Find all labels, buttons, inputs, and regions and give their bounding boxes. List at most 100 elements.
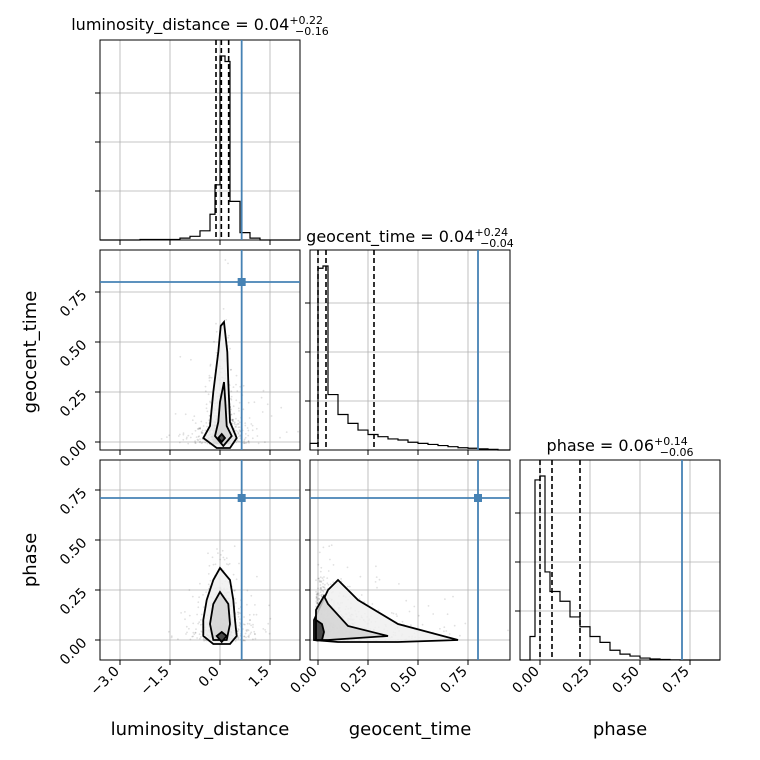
sample-point bbox=[207, 583, 210, 586]
sample-point bbox=[235, 638, 238, 640]
sample-point bbox=[244, 639, 246, 642]
sample-point bbox=[177, 435, 180, 437]
sample-point bbox=[188, 627, 190, 630]
sample-point bbox=[207, 393, 210, 396]
panel-geocent-time-vs-luminosity-distance bbox=[95, 249, 301, 455]
sample-point bbox=[320, 595, 323, 598]
sample-point bbox=[191, 433, 194, 435]
sample-point bbox=[185, 437, 188, 440]
sample-point bbox=[229, 369, 232, 371]
sample-point bbox=[231, 419, 234, 422]
sample-point bbox=[217, 552, 219, 554]
ytick-label-geocent-time: 0.50 bbox=[57, 337, 90, 370]
sample-point bbox=[248, 417, 251, 419]
sample-point bbox=[192, 635, 195, 638]
sample-point bbox=[237, 613, 240, 616]
title-luminosity-distance: luminosity_distance = 0.04+0.22 −0.16 bbox=[71, 14, 329, 38]
sample-point bbox=[201, 429, 204, 432]
contour-core bbox=[215, 630, 228, 644]
sample-point bbox=[316, 592, 319, 595]
sample-point bbox=[170, 636, 173, 639]
sample-point bbox=[207, 552, 209, 555]
sample-point bbox=[452, 595, 454, 598]
axes-frame bbox=[309, 249, 511, 451]
panel-phase-vs-luminosity-distance bbox=[95, 459, 301, 665]
sample-point bbox=[238, 421, 241, 424]
sample-point bbox=[439, 627, 441, 630]
sample-point bbox=[377, 609, 380, 612]
truth-marker bbox=[474, 494, 482, 502]
sample-point bbox=[197, 601, 200, 604]
sample-point bbox=[238, 429, 241, 431]
sample-point bbox=[427, 605, 430, 607]
sample-point bbox=[238, 624, 241, 627]
sample-point bbox=[212, 563, 215, 566]
sample-point bbox=[179, 355, 182, 358]
sample-point bbox=[215, 322, 217, 325]
sample-point bbox=[374, 581, 377, 583]
sample-point bbox=[237, 426, 240, 429]
axes-frame bbox=[99, 39, 301, 241]
sample-point bbox=[222, 556, 225, 559]
sample-point bbox=[319, 576, 322, 579]
sample-point bbox=[250, 423, 253, 425]
sample-point bbox=[392, 612, 395, 615]
sample-point bbox=[248, 636, 250, 638]
sample-point bbox=[358, 598, 361, 600]
sample-point bbox=[231, 419, 234, 422]
sample-point bbox=[194, 442, 197, 444]
sample-point bbox=[246, 629, 249, 631]
sample-point bbox=[327, 583, 330, 586]
sample-point bbox=[243, 442, 245, 445]
sample-point bbox=[256, 575, 258, 578]
sample-point bbox=[254, 633, 256, 636]
ytick-label-phase: 0.50 bbox=[57, 535, 90, 568]
sample-point bbox=[245, 630, 248, 633]
sample-point bbox=[202, 594, 204, 596]
sample-point bbox=[265, 631, 267, 633]
sample-point bbox=[250, 594, 253, 597]
sample-point bbox=[332, 581, 335, 583]
sample-point bbox=[243, 635, 246, 638]
sample-point bbox=[230, 368, 233, 371]
ylabel-geocent-time: geocent_time bbox=[20, 291, 41, 414]
sample-point bbox=[269, 617, 272, 620]
sample-point bbox=[315, 596, 318, 599]
sample-point bbox=[193, 633, 196, 636]
sample-point bbox=[232, 405, 235, 408]
sample-point bbox=[270, 415, 273, 417]
axes-frame bbox=[99, 459, 301, 661]
sample-point bbox=[196, 637, 199, 639]
sample-point bbox=[233, 412, 236, 415]
sample-point bbox=[236, 430, 239, 433]
truth-marker bbox=[237, 278, 246, 286]
sample-point bbox=[235, 417, 237, 420]
sample-point bbox=[252, 626, 254, 628]
sample-point bbox=[318, 577, 320, 580]
sample-point bbox=[348, 585, 351, 588]
sample-point bbox=[330, 544, 333, 547]
sample-point bbox=[248, 442, 250, 444]
sample-point bbox=[225, 557, 228, 559]
sample-point bbox=[210, 376, 213, 379]
sample-point bbox=[178, 441, 181, 444]
sample-point bbox=[238, 401, 241, 404]
sample-point bbox=[197, 428, 200, 431]
sample-point bbox=[320, 595, 323, 597]
sample-point bbox=[464, 622, 467, 625]
sample-point bbox=[266, 403, 269, 406]
sample-point bbox=[206, 425, 208, 428]
sample-point bbox=[197, 427, 200, 430]
sample-point bbox=[198, 621, 201, 623]
sample-point bbox=[432, 613, 435, 615]
sample-point bbox=[322, 579, 325, 582]
sample-point bbox=[359, 575, 362, 578]
sample-point bbox=[247, 429, 250, 432]
sample-point bbox=[376, 586, 378, 589]
sample-point bbox=[209, 363, 212, 366]
sample-point bbox=[196, 438, 199, 441]
sample-point bbox=[194, 429, 197, 432]
sample-point bbox=[191, 419, 194, 422]
sample-point bbox=[197, 435, 200, 438]
sample-point bbox=[184, 413, 187, 416]
